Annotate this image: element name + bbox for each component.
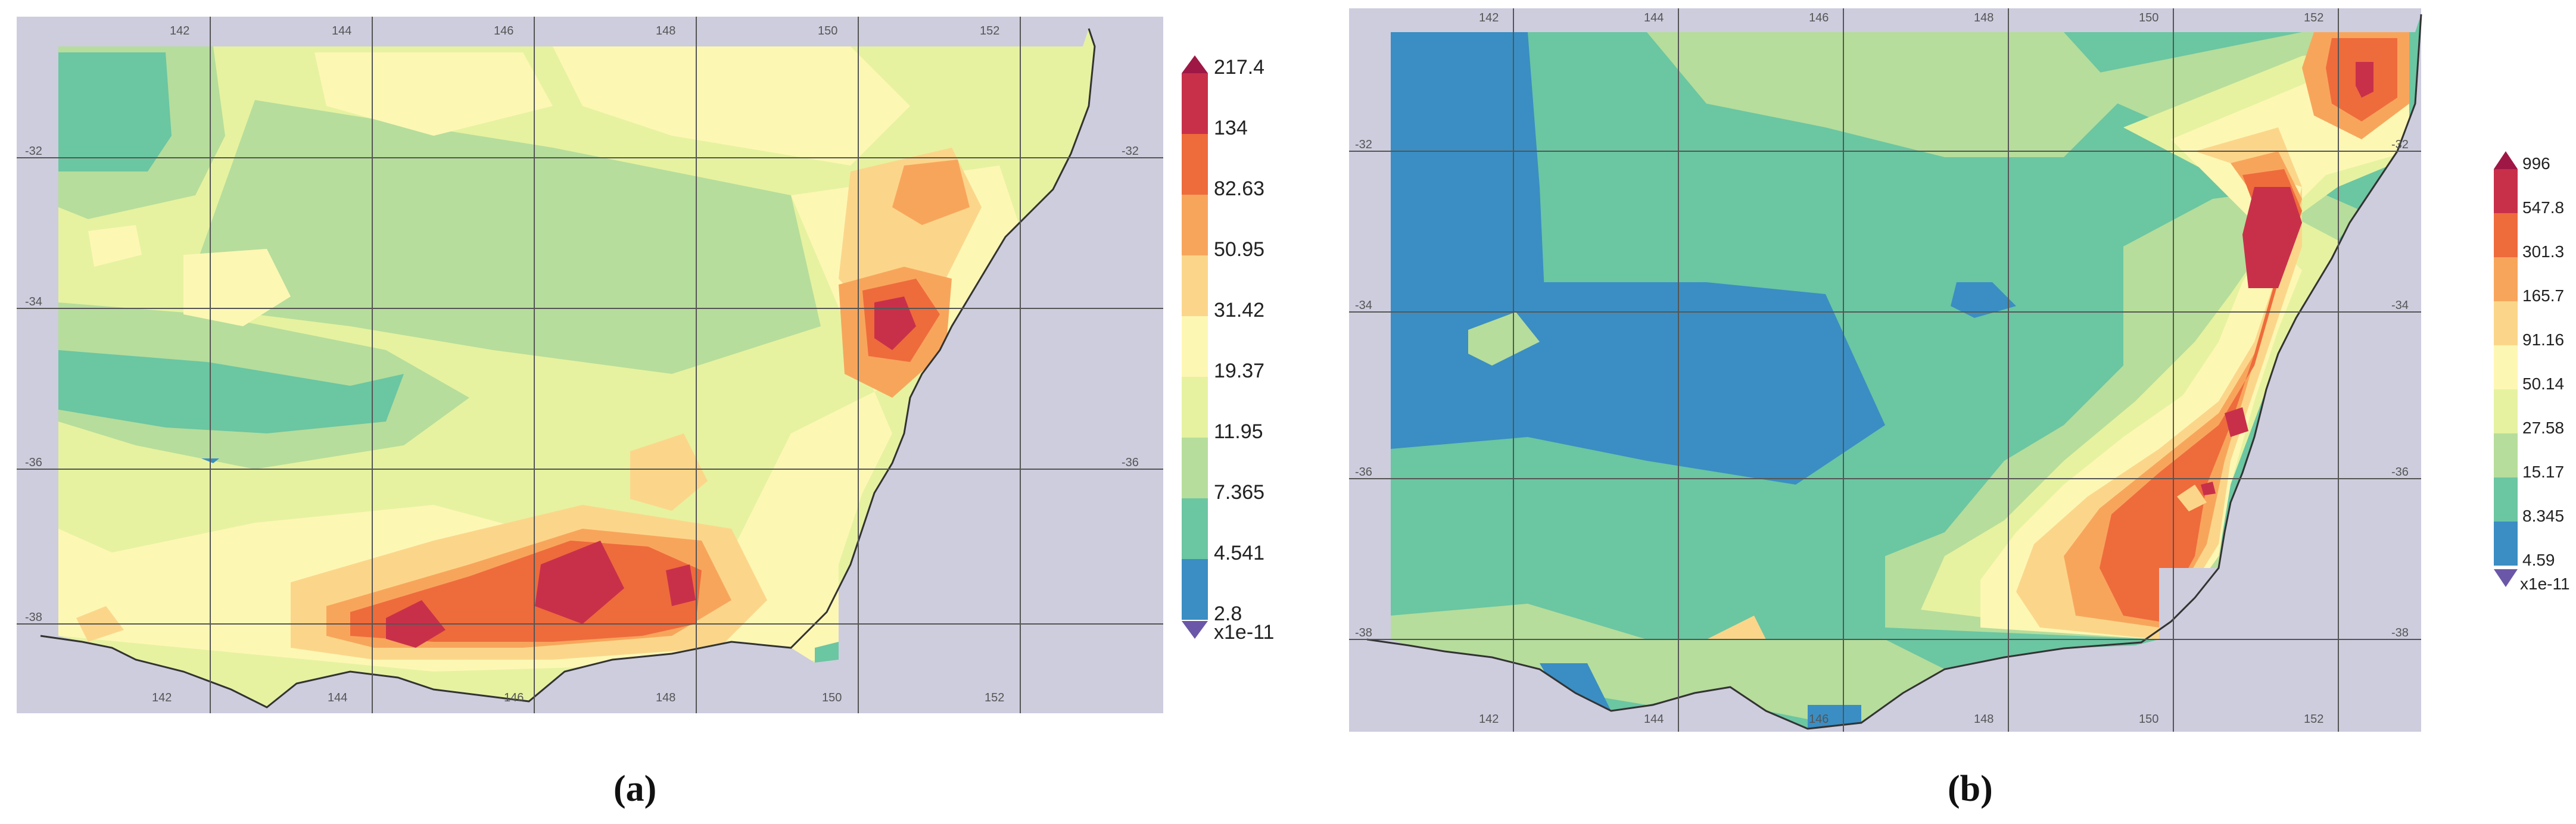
lon-tick-bottom: 148	[1974, 713, 1993, 726]
colorbar-segment	[2494, 257, 2518, 301]
colorbar-segment	[1182, 559, 1208, 620]
caption-a: (a)	[613, 769, 657, 809]
lon-tick-top: 152	[2304, 11, 2323, 24]
lon-tick-bottom: 146	[504, 691, 524, 704]
heatmap-a	[58, 29, 1095, 707]
colorbar-label: 134	[1214, 117, 1248, 139]
colorbar-segment	[2494, 433, 2518, 477]
colorbar-label: 7.365	[1214, 481, 1264, 504]
colorbar-label: 15.17	[2522, 463, 2564, 481]
colorbar-a: 217.4 134 82.63 50.95 31.42 19.37 11.95 …	[1182, 55, 1274, 644]
lon-tick-top: 150	[2139, 11, 2158, 24]
lon-tick-top: 142	[170, 24, 189, 38]
map-a: 142 144 146 148 150 152 142 144 146 148 …	[17, 17, 1163, 713]
graticule	[17, 17, 1163, 713]
colorbar-label: 91.16	[2522, 330, 2564, 349]
colorbar-label: 8.345	[2522, 507, 2564, 525]
graticule	[1349, 8, 2421, 732]
colorbar-segment	[1182, 498, 1208, 559]
lat-tick-left: -32	[1355, 138, 1372, 151]
lon-tick-top: 148	[1974, 11, 1993, 24]
lon-tick-top: 150	[818, 24, 837, 38]
colorbar-label: 4.541	[1214, 542, 1264, 564]
colorbar-b: 996 547.8 301.3 165.7 91.16 50.14 27.58 …	[2494, 151, 2570, 593]
lon-tick-bottom: 144	[328, 691, 347, 704]
lon-tick-top: 152	[980, 24, 999, 38]
colorbar-over-arrow	[1182, 55, 1208, 73]
colorbar-under-arrow	[2494, 569, 2518, 587]
lon-tick-bottom: 152	[985, 691, 1004, 704]
lat-tick-right: -32	[2391, 138, 2409, 151]
colorbar-segment	[1182, 255, 1208, 316]
lon-tick-bottom: 144	[1644, 713, 1664, 726]
colorbar-segment	[2494, 169, 2518, 213]
colorbar-label: 301.3	[2522, 242, 2564, 261]
colorbar-segment	[2494, 301, 2518, 345]
colorbar-label: 27.58	[2522, 419, 2564, 437]
colorbar-label: 547.8	[2522, 198, 2564, 217]
lon-tick-top: 146	[1809, 11, 1829, 24]
colorbar-label: 11.95	[1214, 420, 1263, 443]
lon-tick-bottom: 150	[2139, 713, 2158, 726]
colorbar-segment	[1182, 377, 1208, 438]
lat-tick-left: -32	[25, 145, 42, 158]
colorbar-segment	[2494, 477, 2518, 522]
lon-tick-bottom: 146	[1809, 713, 1829, 726]
lat-tick-right: -32	[1122, 145, 1139, 158]
lat-tick-left: -34	[25, 295, 42, 308]
lon-tick-top: 148	[656, 24, 675, 38]
map-b: 142 144 146 148 150 152 142 144 146 148 …	[1349, 8, 2422, 732]
colorbar-over-arrow	[2494, 151, 2518, 169]
lon-tick-top: 144	[332, 24, 351, 38]
lat-tick-right: -36	[2391, 466, 2409, 479]
colorbar-segment	[1182, 195, 1208, 255]
lat-tick-left: -38	[25, 611, 42, 624]
lat-tick-right: -36	[1122, 456, 1139, 469]
colorbar-segment	[1182, 438, 1208, 498]
lat-tick-left: -34	[1355, 299, 1372, 312]
map-panel-b: 142 144 146 148 150 152 142 144 146 148 …	[1349, 8, 2570, 738]
colorbar-segment	[2494, 389, 2518, 433]
colorbar-label: 2.8	[1214, 603, 1242, 625]
colorbar-segment	[2494, 522, 2518, 566]
colorbar-label: 50.95	[1214, 238, 1264, 261]
colorbar-scale-label: x1e-11	[1214, 621, 1274, 644]
lon-tick-top: 142	[1479, 11, 1499, 24]
map-panel-a: 142 144 146 148 150 152 142 144 146 148 …	[17, 17, 1285, 725]
lat-tick-left: -38	[1355, 626, 1372, 639]
colorbar-segment	[1182, 316, 1208, 377]
colorbar-segment	[2494, 213, 2518, 257]
colorbar-label: 217.4	[1214, 56, 1264, 79]
caption-b: (b)	[1948, 769, 1993, 809]
colorbar-label: 50.14	[2522, 374, 2564, 393]
colorbar-segment	[1182, 73, 1208, 134]
colorbar-label: 82.63	[1214, 177, 1264, 200]
heatmap-b	[1391, 14, 2421, 729]
colorbar-label: 165.7	[2522, 286, 2564, 305]
colorbar-label: 31.42	[1214, 299, 1264, 322]
lat-tick-left: -36	[1355, 466, 1372, 479]
colorbar-scale-label: x1e-11	[2520, 575, 2570, 593]
lon-tick-bottom: 142	[1479, 713, 1499, 726]
colorbar-segment	[1182, 134, 1208, 195]
lon-tick-bottom: 142	[152, 691, 172, 704]
lon-tick-bottom: 150	[822, 691, 842, 704]
colorbar-label: 19.37	[1214, 360, 1264, 382]
colorbar-label: 4.59	[2522, 551, 2555, 569]
lat-tick-right: -38	[2391, 626, 2409, 639]
colorbar-label: 996	[2522, 154, 2550, 173]
lat-tick-right: -34	[2391, 299, 2409, 312]
colorbar-segment	[2494, 345, 2518, 389]
colorbar-under-arrow	[1182, 621, 1208, 639]
lon-tick-top: 146	[494, 24, 513, 38]
coastline	[40, 28, 1096, 708]
lat-tick-left: -36	[25, 456, 42, 469]
lon-tick-bottom: 148	[656, 691, 675, 704]
lon-tick-bottom: 152	[2304, 713, 2323, 726]
coastline	[1366, 14, 2422, 730]
lon-tick-top: 144	[1644, 11, 1664, 24]
